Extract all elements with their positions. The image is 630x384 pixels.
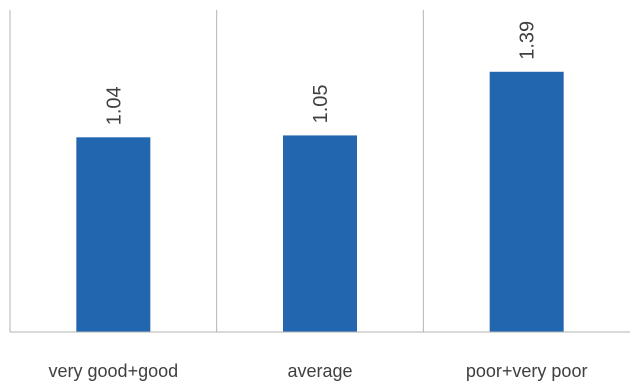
- value-label-0: 1.04: [103, 86, 125, 125]
- bar-1: [283, 135, 357, 332]
- category-separators: [9, 10, 424, 332]
- category-label-1: average: [287, 361, 352, 381]
- bar-0: [76, 137, 151, 332]
- bar-2: [489, 71, 564, 333]
- category-label-0: very good+good: [49, 361, 179, 381]
- value-label-2: 1.39: [517, 21, 539, 60]
- category-labels-group: very good+good average poor+very poor: [49, 361, 588, 381]
- value-labels-group: 1.04 1.05 1.39: [103, 21, 538, 125]
- bars-group: [76, 71, 564, 333]
- value-label-1: 1.05: [310, 84, 332, 123]
- category-label-2: poor+very poor: [466, 361, 588, 381]
